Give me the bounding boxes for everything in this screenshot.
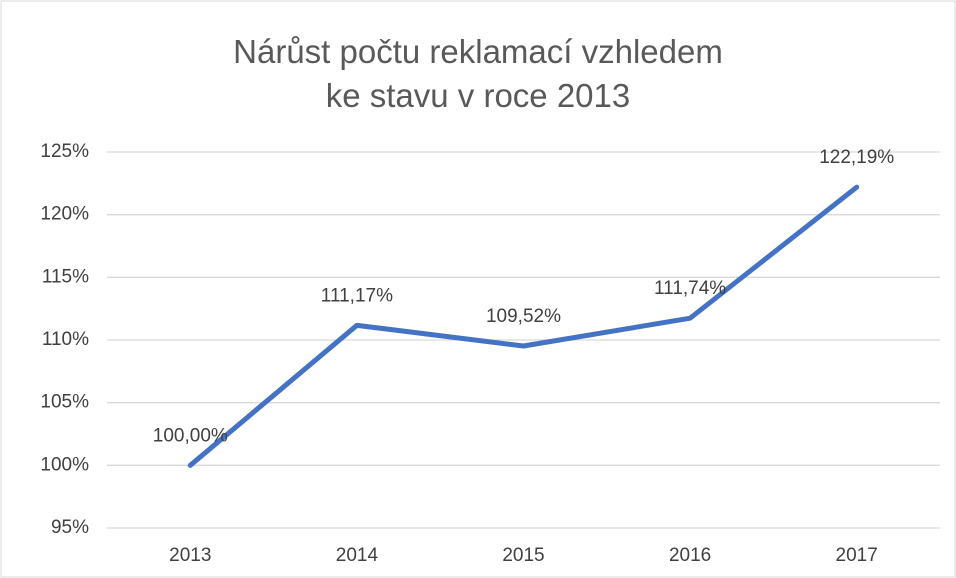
chart-title: Nárůst počtu reklamací vzhledem ke stavu… (233, 33, 723, 114)
y-tick-label: 100% (40, 454, 89, 475)
y-tick-label: 115% (42, 266, 89, 287)
y-tick-label: 125% (40, 141, 89, 162)
y-tick-label: 105% (40, 392, 89, 413)
data-label: 122,19% (819, 147, 894, 168)
x-tick-label: 2015 (502, 545, 544, 566)
x-tick-label: 2013 (169, 545, 211, 566)
x-tick-label: 2014 (336, 545, 379, 566)
data-line (187, 184, 860, 468)
data-label: 111,17% (321, 285, 393, 306)
y-tick-label: 110% (42, 329, 89, 350)
y-tick-label: 95% (51, 517, 89, 538)
data-label: 109,52% (486, 306, 561, 327)
data-label: 100,00% (153, 425, 228, 446)
data-label: 111,74% (654, 278, 726, 299)
x-tick-label: 2017 (836, 545, 878, 566)
y-tick-label: 120% (40, 204, 89, 225)
x-tick-label: 2016 (669, 545, 711, 566)
